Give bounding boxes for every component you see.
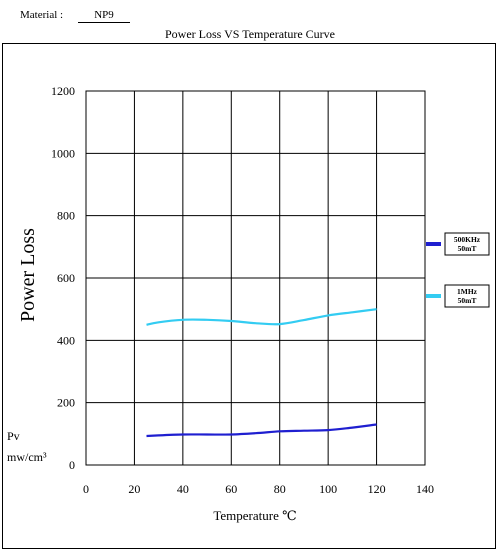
legend-label: 50mT [458, 244, 477, 253]
x-tick-label: 0 [83, 482, 89, 496]
x-tick-label: 140 [416, 482, 434, 496]
y-unit-line2: mw/cm³ [7, 450, 47, 464]
x-axis-label: Temperature ℃ [213, 508, 296, 523]
y-tick-label: 1200 [51, 84, 75, 98]
y-tick-label: 200 [57, 396, 75, 410]
series-line-2 [146, 308, 377, 326]
legend-label: 50mT [458, 296, 477, 305]
series-line-1 [146, 423, 377, 438]
x-tick-label: 20 [128, 482, 140, 496]
y-tick-label: 400 [57, 333, 75, 347]
legend-label: 500KHz [454, 235, 481, 244]
x-tick-label: 120 [368, 482, 386, 496]
y-tick-label: 600 [57, 271, 75, 285]
legend-label: 1MHz [457, 287, 478, 296]
x-tick-label: 100 [319, 482, 337, 496]
x-tick-label: 80 [274, 482, 286, 496]
y-tick-label: 1000 [51, 146, 75, 160]
series-lines [146, 308, 377, 438]
legend-box [444, 232, 490, 256]
x-tick-label: 60 [225, 482, 237, 496]
material-label: Material : [20, 9, 64, 21]
chart-title: Power Loss VS Temperature Curve [164, 27, 336, 41]
y-tick-label: 800 [57, 209, 75, 223]
x-tick-label: 40 [177, 482, 189, 496]
y-tick-label: 0 [69, 458, 75, 472]
chart-frame [2, 43, 496, 549]
y-axis-label: Power Loss [17, 228, 39, 322]
material-value: NP9 [78, 9, 130, 23]
chart-grid [85, 90, 426, 466]
tick-labels: 0 20 40 60 80 100 120 140 0 200 400 600 800 1000 1200 [51, 84, 434, 496]
legend-box [444, 284, 490, 308]
y-unit-line1: Pv [7, 429, 20, 443]
